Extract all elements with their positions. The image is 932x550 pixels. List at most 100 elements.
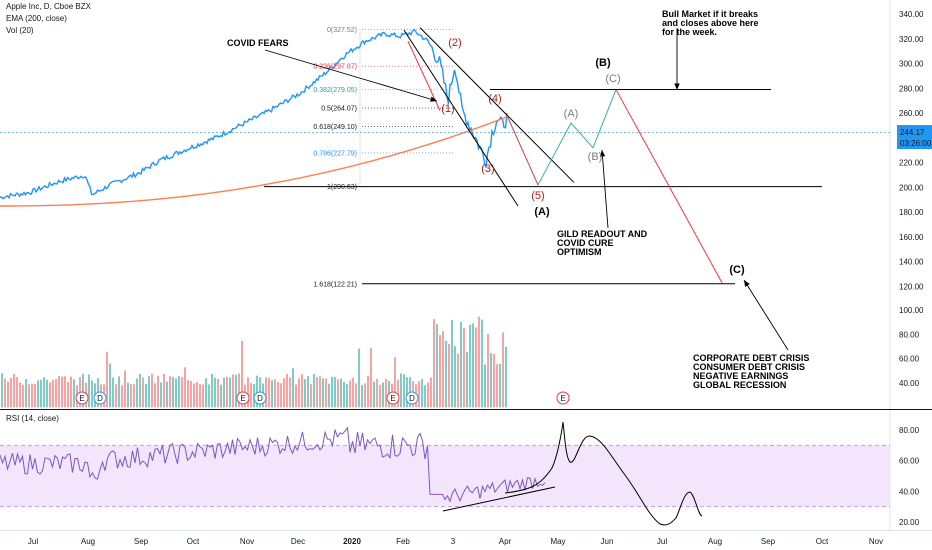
volume-bar: [169, 376, 171, 408]
rsi-legend[interactable]: RSI (14, close): [6, 414, 59, 423]
volume-bar: [436, 324, 438, 408]
event-marker-label: D: [409, 394, 415, 403]
volume-bar: [178, 376, 180, 408]
fib-level-label: 0.382(279.05): [313, 87, 357, 94]
volume-bar: [322, 378, 324, 408]
volume-bar: [232, 374, 234, 408]
volume-bar: [325, 378, 327, 408]
time-tick-label: Oct: [187, 537, 200, 546]
ema-line: [0, 116, 508, 207]
volume-bar: [280, 383, 282, 408]
wave-label: (C): [605, 73, 620, 85]
volume-bar: [16, 377, 18, 408]
volume-bar: [136, 378, 138, 408]
price-tick-label: 280.00: [899, 84, 924, 93]
volume-bar: [379, 384, 381, 408]
volume-bar: [349, 380, 351, 408]
projected-wave: [506, 89, 617, 186]
volume-bar: [73, 379, 75, 408]
covid-arrow-head: [430, 96, 437, 102]
volume-bar: [445, 340, 447, 408]
volume-bar: [25, 378, 27, 408]
event-marker-label: D: [97, 394, 103, 403]
time-tick-label: Feb: [396, 537, 410, 546]
volume-bar: [241, 340, 243, 408]
volume-bar: [310, 384, 312, 408]
fib-level-label: 1(200.63): [327, 184, 357, 191]
event-marker: [236, 391, 250, 405]
volume-bar: [271, 380, 273, 408]
price-tick-label: 220.00: [899, 159, 924, 168]
volume-bar: [40, 379, 42, 408]
volume-tick-label: 80.00: [899, 330, 920, 339]
volume-bar: [121, 385, 123, 408]
price-line: [0, 28, 508, 200]
event-marker-label: E: [240, 394, 245, 403]
bull-arrow-head: [674, 83, 680, 90]
fib-level-label: 0(327.52): [327, 27, 357, 34]
volume-bar: [358, 348, 360, 408]
volume-bar: [49, 382, 51, 408]
annotation-debt-crisis: CORPORATE DEBT CRISIS: [693, 353, 809, 363]
price-tick-label: 260.00: [899, 109, 924, 118]
volume-bar: [283, 378, 285, 408]
volume-bar: [205, 378, 207, 408]
fib-level-label: 0.236(297.87): [313, 64, 357, 71]
debt-arrow: [743, 279, 789, 351]
volume-bar: [448, 343, 450, 408]
volume-bar: [460, 321, 462, 408]
rsi-tick-label: 60.00: [899, 457, 920, 466]
event-marker: [556, 391, 570, 405]
symbol-legend[interactable]: Apple Inc, D, Cboe BZX: [6, 2, 91, 11]
volume-bar: [190, 381, 192, 408]
volume-bar: [472, 323, 474, 408]
event-marker: [93, 391, 107, 405]
ema-legend[interactable]: EMA (200, close): [6, 14, 67, 23]
volume-bar: [424, 385, 426, 408]
annotation-debt-crisis: GLOBAL RECESSION: [693, 380, 786, 390]
volume-bar: [502, 332, 504, 408]
volume-bar: [421, 379, 423, 408]
volume-bar: [454, 346, 456, 408]
volume-bar: [301, 374, 303, 408]
debt-arrow-head: [744, 280, 750, 287]
time-tick-label: Sep: [761, 537, 776, 546]
event-marker-label: D: [257, 394, 263, 403]
volume-bar: [106, 351, 108, 408]
volume-bar: [91, 380, 93, 408]
volume-bar: [334, 377, 336, 408]
volume-bar: [250, 382, 252, 408]
volume-bar: [352, 377, 354, 408]
time-tick-label: Dec: [291, 537, 305, 546]
volume-bar: [160, 382, 162, 408]
time-tick-label: Jul: [657, 537, 667, 546]
time-tick-label: Apr: [499, 537, 512, 546]
vol-legend[interactable]: Vol (20): [6, 26, 34, 35]
channel-upper: [419, 27, 575, 183]
gild-arrow-head: [599, 150, 606, 157]
volume-bar: [370, 347, 372, 408]
volume-bar: [187, 380, 189, 408]
volume-bar: [52, 379, 54, 408]
event-marker: [405, 391, 419, 405]
volume-bar: [46, 379, 48, 408]
price-badge: [897, 125, 932, 149]
price-tick-label: 160.00: [899, 233, 924, 242]
wave-label: (C): [729, 264, 745, 276]
gild-arrow: [601, 149, 609, 229]
volume-bar: [4, 378, 6, 408]
volume-bar: [268, 377, 270, 408]
volume-bar: [43, 377, 45, 408]
volume-bar: [166, 381, 168, 408]
volume-bar: [208, 384, 210, 408]
volume-bar: [127, 382, 129, 408]
volume-bar: [67, 381, 69, 408]
annotation-debt-crisis: CONSUMER DEBT CRISIS: [693, 362, 805, 372]
volume-bar: [274, 379, 276, 408]
volume-bar: [163, 373, 165, 408]
volume-bar: [193, 383, 195, 408]
volume-bar: [304, 379, 306, 408]
annotation-gild: GILD READOUT AND: [557, 229, 648, 239]
volume-bar: [295, 384, 297, 408]
